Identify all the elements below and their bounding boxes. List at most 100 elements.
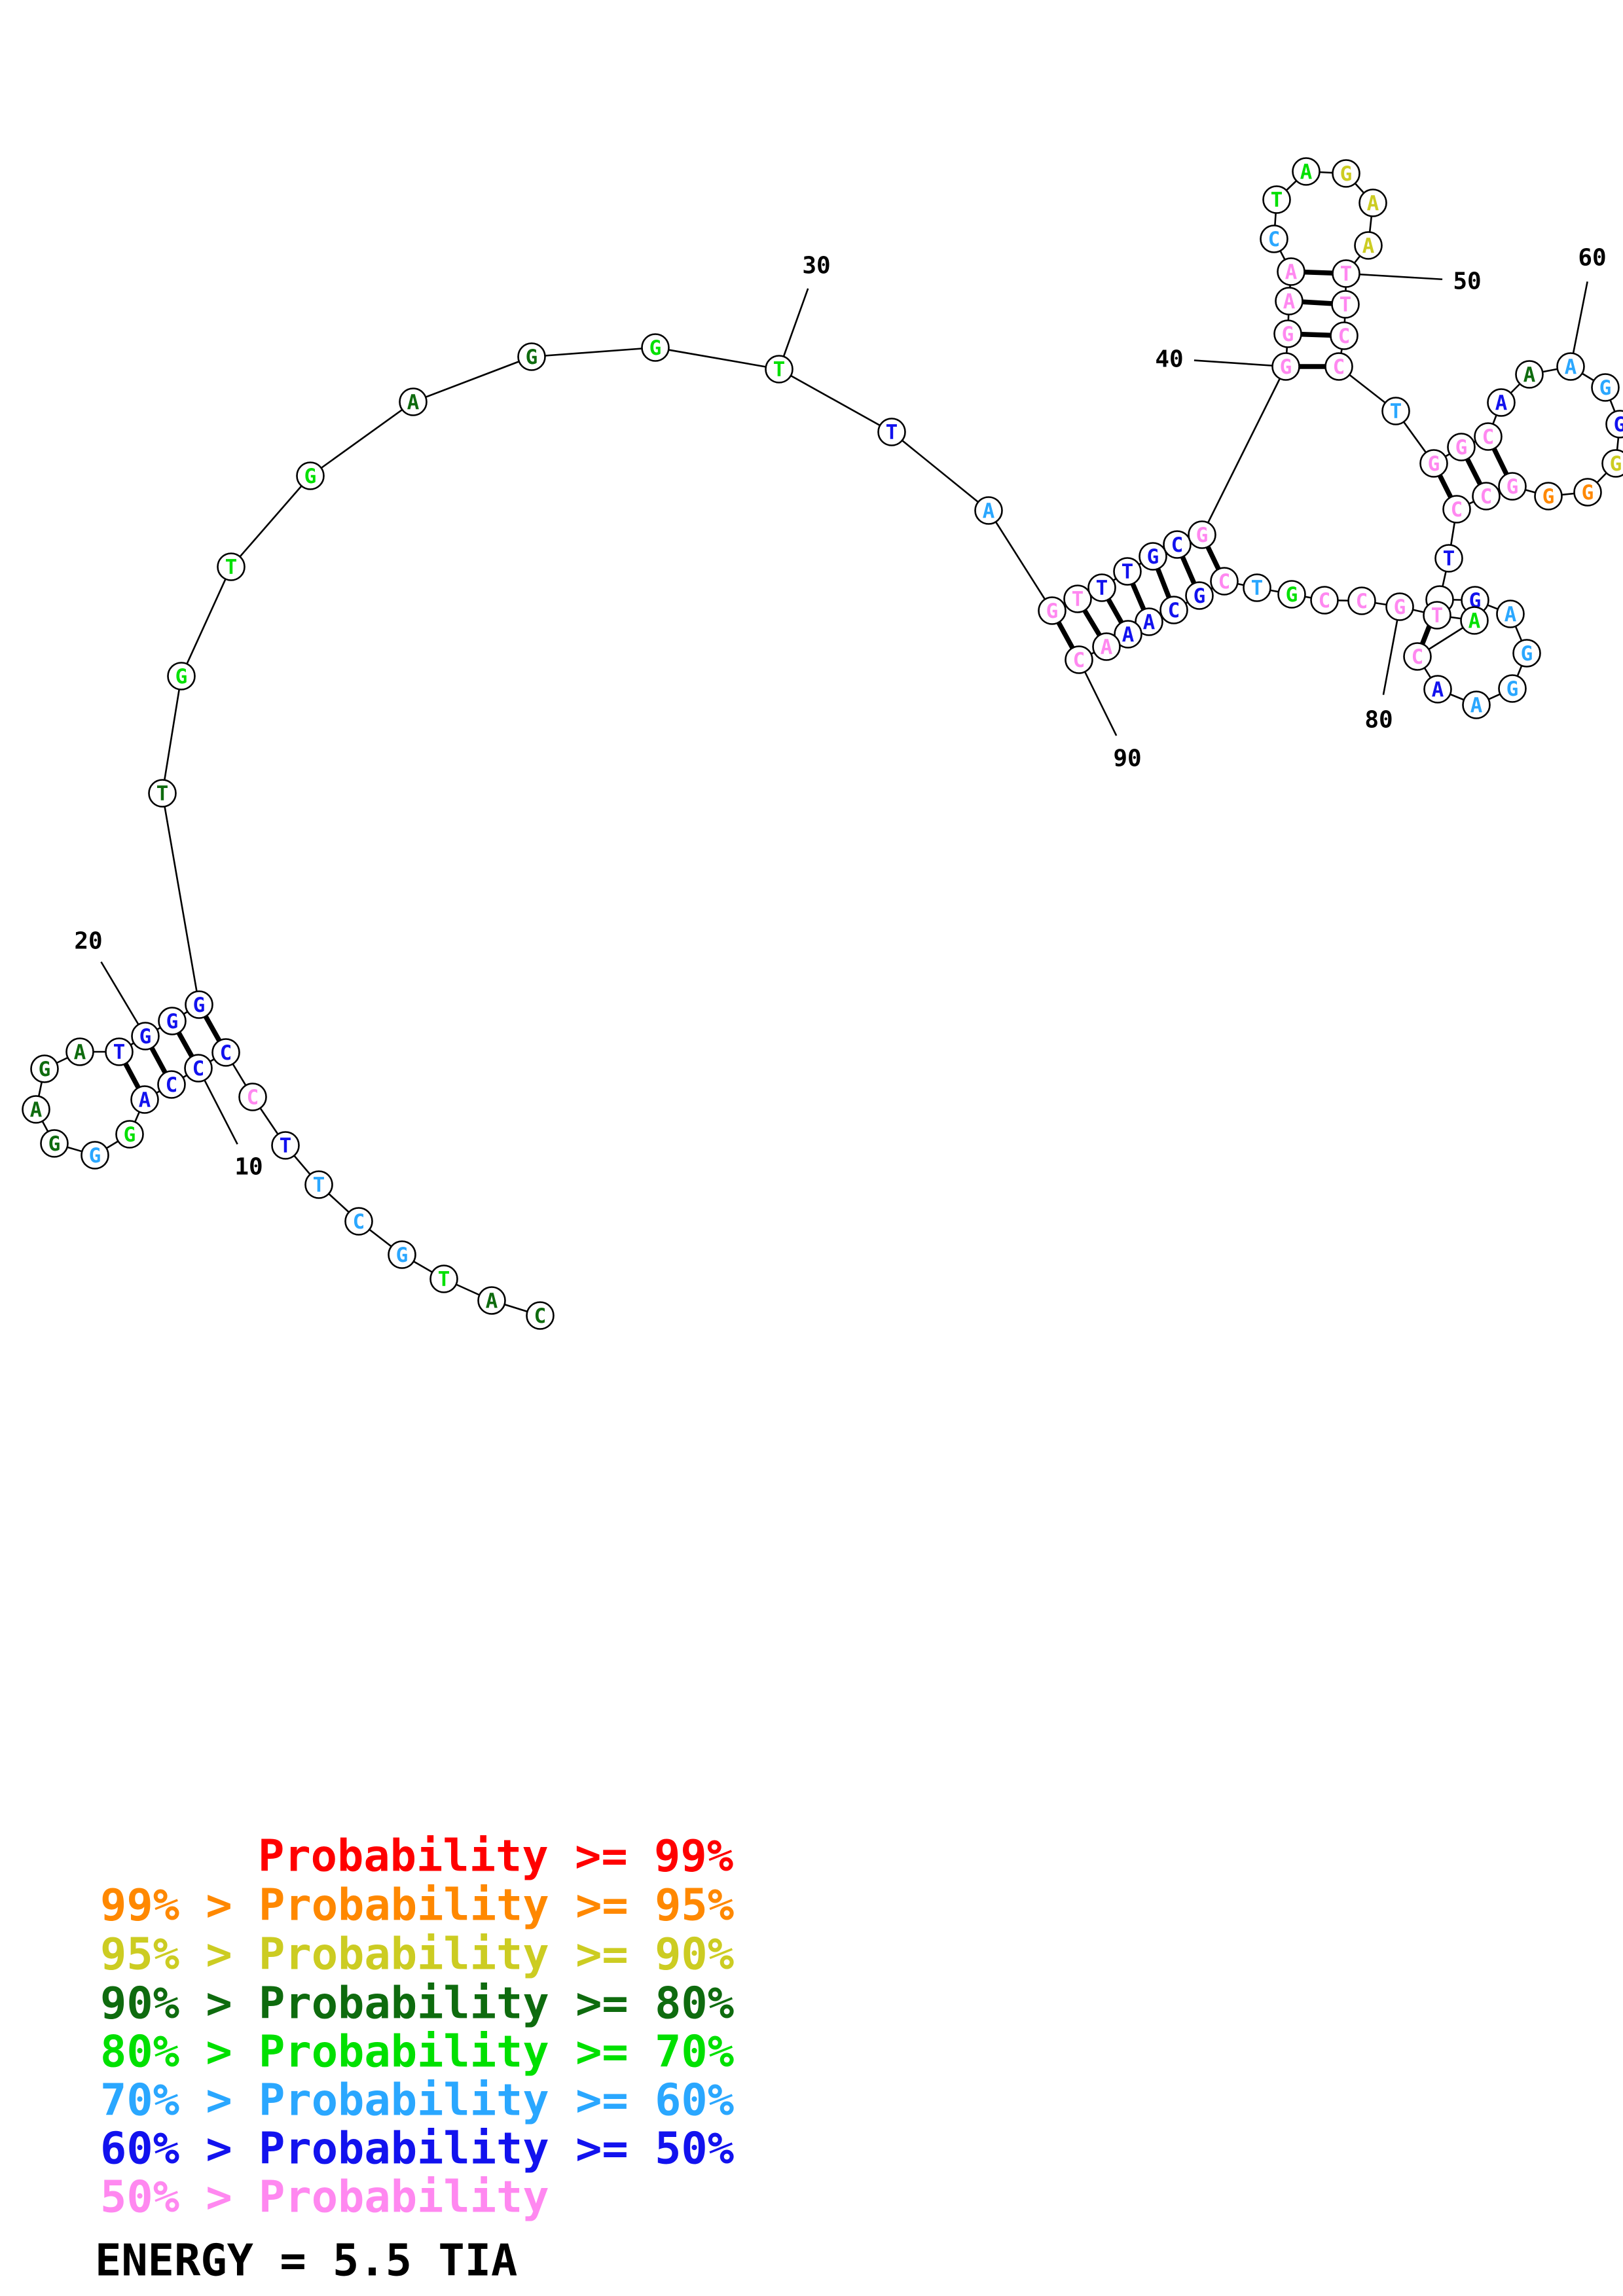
nucleotide-letter: G — [1196, 524, 1209, 547]
nucleotide: T — [148, 779, 177, 808]
backbone-line — [1201, 366, 1287, 535]
nucleotide: T — [1381, 397, 1410, 425]
legend-row: 80% > Probability >= 70% — [100, 2026, 734, 2077]
nucleotide: G — [30, 1054, 59, 1083]
nucleotide-letter: T — [886, 421, 898, 444]
backbone-line — [778, 368, 892, 433]
nucleotide-circle — [1354, 231, 1383, 260]
nucleotide-letter: C — [1073, 649, 1085, 672]
nucleotide-circle — [1472, 482, 1501, 511]
nucleotide-circle — [1310, 586, 1339, 615]
probability-legend: Probability >= 99%99% > Probability >= 9… — [100, 1830, 734, 2222]
nucleotide: A — [477, 1286, 506, 1315]
position-label-20: 20 — [74, 928, 102, 955]
nucleotide-letter: A — [983, 499, 995, 523]
nucleotide: A — [65, 1037, 94, 1066]
nucleotide: T — [877, 418, 906, 446]
nucleotide-circle — [399, 387, 428, 416]
nucleotide-letter: C — [192, 1057, 205, 1081]
nucleotide: G — [1038, 596, 1067, 625]
nucleotide-circle — [1591, 373, 1620, 402]
position-label-50: 50 — [1453, 268, 1481, 295]
nucleotide: A — [1092, 632, 1121, 661]
nucleotide-circle — [388, 1240, 416, 1269]
nucleotide-letter: G — [175, 665, 188, 689]
nucleotide-circle — [1403, 642, 1432, 671]
backbone-line — [161, 675, 183, 794]
nucleotide-circle — [1277, 257, 1305, 286]
backbone-line — [531, 346, 656, 358]
nucleotide: A — [1135, 607, 1163, 636]
nucleotide-letter: T — [1443, 547, 1455, 571]
nucleotide-letter: A — [1432, 678, 1444, 702]
nucleotide-circle — [1496, 600, 1525, 628]
nucleotide-circle — [130, 1085, 159, 1114]
backbone-line — [655, 346, 780, 370]
nucleotide: G — [1498, 472, 1527, 501]
nucleotide-circle — [1135, 607, 1163, 636]
nucleotide-circle — [1573, 478, 1602, 507]
tick-line — [1382, 606, 1401, 695]
nucleotide: T — [1331, 290, 1360, 319]
nucleotide-letter: G — [1542, 485, 1555, 509]
nucleotide-letter: G — [1147, 545, 1159, 569]
backbone-line — [180, 566, 232, 677]
nucleotide: A — [1359, 188, 1387, 217]
nucleotide: C — [1159, 596, 1188, 624]
nucleotide-letter: A — [1367, 192, 1379, 215]
nucleotide-circle — [1605, 410, 1623, 439]
nucleotide-circle — [211, 1038, 240, 1067]
nucleotide-letter: A — [1495, 391, 1508, 415]
backbone-line — [161, 793, 200, 1005]
nucleotide-circle — [1498, 674, 1527, 703]
nucleotide: T — [1423, 601, 1451, 630]
nucleotide: A — [1460, 606, 1489, 635]
nucleotide-letter: A — [1504, 603, 1517, 626]
nucleotide-circle — [217, 552, 246, 581]
nucleotide-letter: C — [353, 1210, 365, 1234]
nucleotide-letter: G — [139, 1025, 152, 1049]
nucleotide: G — [1447, 433, 1476, 461]
nucleotide-letter: C — [1168, 599, 1180, 622]
nucleotide-letter: G — [1394, 596, 1406, 619]
nucleotide: G — [1591, 373, 1620, 402]
nucleotide-letter: A — [1565, 355, 1577, 379]
position-number-labels: 10 20 30 40 50 60 80 90 — [74, 245, 1606, 1181]
nucleotide: T — [304, 1170, 333, 1199]
position-label-30: 30 — [802, 253, 830, 279]
nucleotide-letter: A — [74, 1041, 86, 1064]
nucleotide-circle — [1113, 557, 1142, 586]
backbone-line — [987, 510, 1053, 611]
nucleotide-circle — [81, 1141, 109, 1170]
nucleotide-letter: A — [1362, 234, 1375, 258]
nucleotide-letter: G — [166, 1010, 179, 1033]
nucleotide-circle — [105, 1037, 134, 1066]
nucleotide-circle — [1188, 520, 1216, 549]
nucleotide: G — [1188, 520, 1216, 549]
nucleotide-letter: T — [1431, 604, 1444, 628]
nucleotide-letter: T — [280, 1134, 292, 1158]
nucleotide-letter: A — [407, 391, 420, 414]
nucleotide-circle — [1347, 586, 1376, 615]
nucleotide: C — [1310, 586, 1339, 615]
nucleotide-letter: T — [1271, 188, 1283, 212]
nucleotide: T — [1087, 573, 1116, 602]
nucleotide-circle — [1275, 287, 1304, 315]
nucleotide-circle — [1331, 290, 1360, 319]
backbone-line — [412, 355, 532, 403]
nucleotide: G — [1273, 319, 1302, 348]
nucleotide-letter: C — [166, 1073, 178, 1097]
nucleotide-letter: C — [1319, 589, 1331, 613]
nucleotide-letter: A — [1122, 623, 1135, 647]
legend-row: 70% > Probability >= 60% — [100, 2074, 734, 2125]
nucleotide-circle — [1092, 632, 1121, 661]
nucleotide-letter: G — [526, 346, 538, 369]
nucleotide-circle — [131, 1022, 160, 1050]
nucleotide-circle — [1292, 157, 1321, 186]
position-label-80: 80 — [1364, 707, 1393, 734]
nucleotide-circle — [40, 1129, 69, 1158]
nucleotide: A — [1423, 675, 1452, 704]
nucleotide: C — [238, 1083, 267, 1111]
nucleotide-circle — [1359, 188, 1387, 217]
legend-row: 95% > Probability >= 90% — [100, 1928, 734, 1979]
